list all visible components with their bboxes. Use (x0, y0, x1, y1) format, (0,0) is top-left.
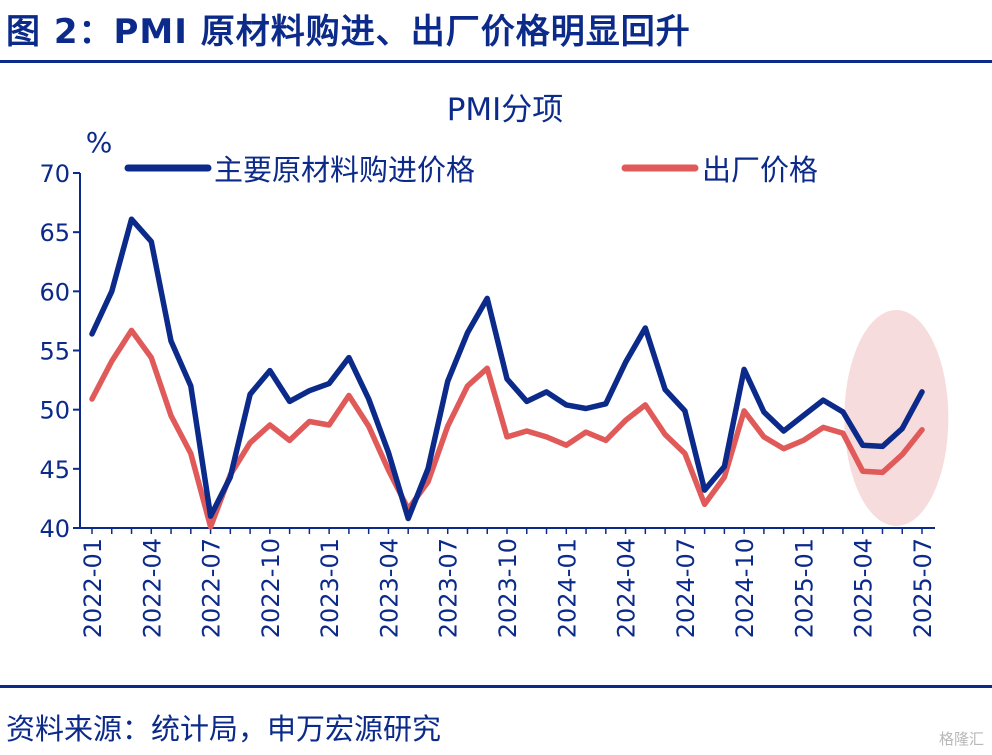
legend-label-series-2: 出厂价格 (702, 153, 818, 187)
x-tick-label: 2024-01 (553, 538, 581, 638)
x-tick-label: 2022-04 (138, 538, 166, 638)
highlight-ellipse (844, 310, 949, 526)
x-tick-label: 2023-07 (435, 538, 463, 638)
y-tick-label: 55 (39, 338, 70, 366)
chart-title: PMI分项 (447, 92, 564, 128)
y-axis-unit: % (86, 126, 113, 159)
figure-title: 图 2：PMI 原材料购进、出厂价格明显回升 (6, 12, 691, 52)
source-note: 资料来源：统计局，申万宏源研究 (6, 712, 442, 746)
x-tick-label: 2022-07 (198, 538, 226, 638)
x-tick-label: 2022-10 (257, 538, 285, 638)
x-tick-label: 2023-10 (494, 538, 522, 638)
y-tick-label: 60 (39, 278, 70, 306)
x-tick-label: 2023-01 (316, 538, 344, 638)
x-tick-label: 2023-04 (375, 538, 403, 638)
x-tick-label: 2025-04 (850, 538, 878, 638)
x-tick-label: 2024-10 (731, 538, 759, 638)
series-line-1 (89, 216, 925, 522)
series-line-2 (89, 327, 925, 530)
y-tick-label: 40 (39, 515, 70, 543)
x-tick-label: 2022-01 (79, 538, 107, 638)
legend: 主要原材料购进价格 出厂价格 (124, 153, 818, 187)
watermark-logo: 格隆汇 (938, 730, 984, 748)
y-tick-label: 70 (39, 160, 70, 188)
y-tick-label: 50 (39, 397, 70, 425)
x-tick-label: 2025-01 (790, 538, 818, 638)
y-tick-label: 45 (39, 456, 70, 484)
y-tick-label: 65 (39, 219, 70, 247)
x-tick-label: 2024-07 (672, 538, 700, 638)
pmi-line-chart: 70 65 60 55 50 45 40 2022-01 2022-04 2022-07 2022-… (39, 92, 949, 638)
x-tick-label: 2025-07 (909, 538, 937, 638)
legend-label-series-1: 主要原材料购进价格 (214, 153, 475, 187)
x-tick-label: 2024-04 (613, 538, 641, 638)
top-divider (0, 60, 992, 63)
bottom-divider (0, 685, 992, 688)
